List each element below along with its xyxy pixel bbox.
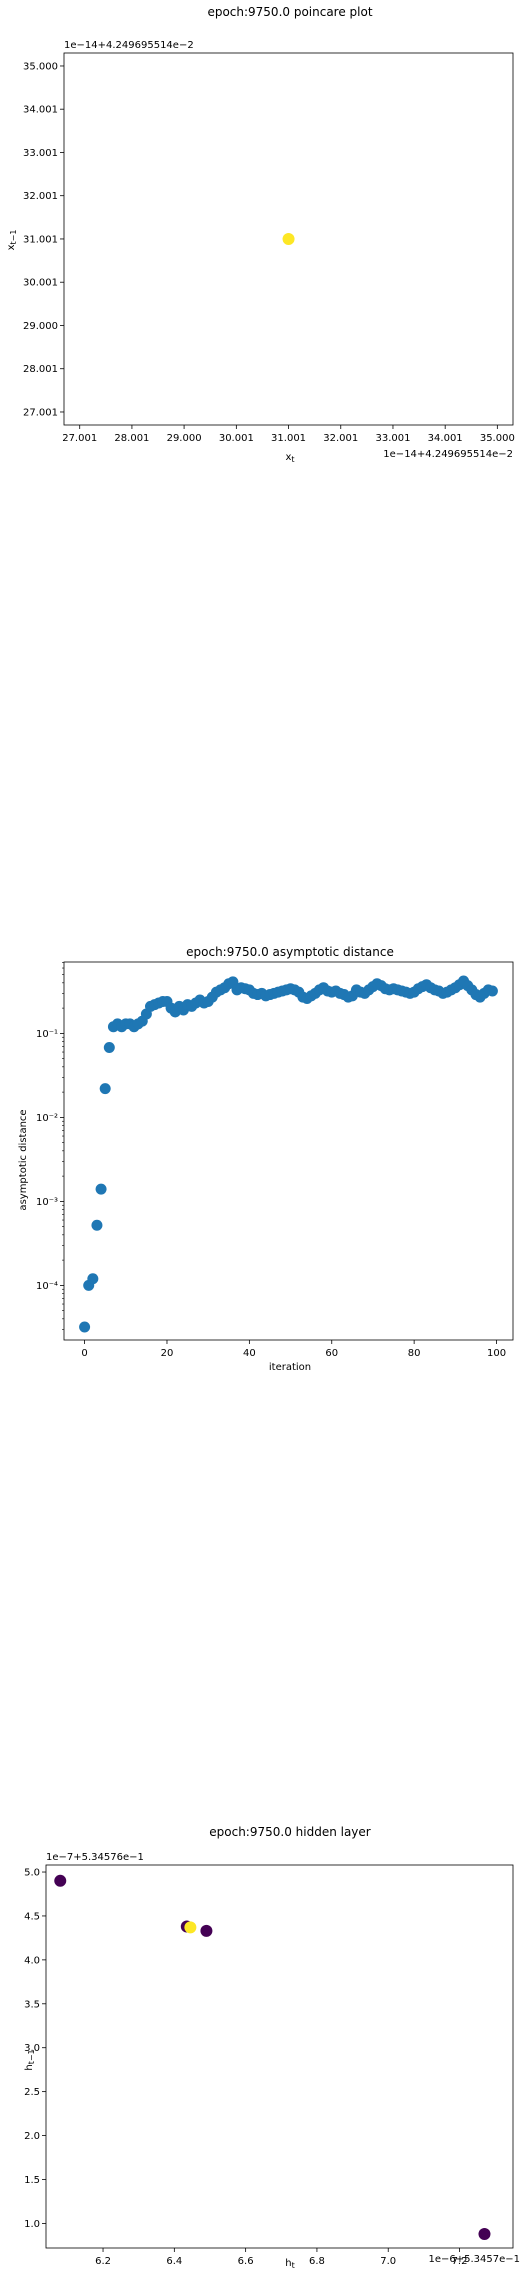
data-point [486, 985, 498, 997]
x-tick-label: 30.001 [219, 433, 254, 444]
x-tick-label: 27.001 [62, 433, 97, 444]
y-axis-label: asymptotic distance [18, 1109, 29, 1210]
x-tick-label: 34.001 [428, 433, 463, 444]
y-tick-label: 35.000 [23, 61, 58, 72]
y-tick-label: 29.000 [23, 321, 58, 332]
y-tick-label: 1.0 [24, 2219, 40, 2230]
hidden-layer-figure: epoch:9750.0 hidden layer 1e−7+5.34576e−… [0, 1520, 522, 2270]
y-axis-label: ht−1 [24, 2049, 36, 2070]
plot-frame [45, 1864, 514, 2249]
x-tick-label: 28.001 [114, 433, 149, 444]
x-tick-label: 20 [161, 1348, 174, 1359]
y-tick-label: 10⁻¹ [36, 1029, 58, 1040]
x-tick-label: 60 [325, 1348, 338, 1359]
y-tick-label: 10⁻² [36, 1113, 58, 1124]
x-tick-label: 100 [487, 1348, 506, 1359]
y-offset-label: 1e−7+5.34576e−1 [46, 1852, 144, 1863]
y-tick-label: 10⁻⁴ [36, 1281, 58, 1292]
chart-title: epoch:9750.0 poincare plot [207, 5, 372, 19]
poincare-figure: epoch:9750.0 poincare plot 1e−14+4.24969… [0, 0, 522, 760]
x-tick-label: 0 [81, 1348, 87, 1359]
x-tick-label: 7.0 [380, 2256, 396, 2267]
data-point [91, 1219, 103, 1231]
x-axis-label: iteration [269, 1362, 311, 1373]
y-tick-label: 3.5 [24, 1999, 40, 2010]
hidden-layer-chart: epoch:9750.0 hidden layer 1e−7+5.34576e−… [24, 1825, 520, 2270]
x-tick-label: 33.001 [375, 433, 410, 444]
y-axis-label: xt−1 [6, 230, 18, 251]
y-tick-label: 2.0 [24, 2131, 40, 2142]
x-tick-label: 32.001 [323, 433, 358, 444]
data-point [103, 1041, 115, 1053]
y-tick-label: 34.001 [23, 105, 58, 116]
x-tick-label: 6.8 [309, 2256, 325, 2267]
data-point [79, 1321, 91, 1333]
x-tick-label: 6.4 [166, 2256, 182, 2267]
x-tick-label: 40 [243, 1348, 256, 1359]
asymptotic-figure: epoch:9750.0 asymptotic distance iterati… [0, 760, 522, 1520]
data-point [54, 1874, 67, 1887]
y-tick-label: 31.001 [23, 234, 58, 245]
y-offset-label: 1e−14+4.249695514e−2 [64, 40, 194, 51]
x-tick-label: 7.2 [452, 2256, 468, 2267]
y-tick-label: 32.001 [23, 191, 58, 202]
y-tick-label: 4.0 [24, 1955, 40, 1966]
data-point [282, 232, 295, 245]
y-tick-label: 10⁻³ [36, 1197, 58, 1208]
data-point [184, 1921, 197, 1934]
asymptotic-distance-chart: epoch:9750.0 asymptotic distance iterati… [18, 945, 514, 1373]
x-offset-label: 1e−6+5.3457e−1 [428, 2254, 520, 2265]
chart-title: epoch:9750.0 hidden layer [209, 1825, 371, 1839]
x-axis-label: ht [285, 2258, 294, 2269]
y-tick-label: 28.001 [23, 364, 58, 375]
data-point [99, 1083, 111, 1095]
y-tick-label: 2.5 [24, 2087, 40, 2098]
x-tick-label: 80 [408, 1348, 421, 1359]
x-tick-label: 35.000 [480, 433, 515, 444]
data-point [87, 1273, 99, 1285]
x-offset-label: 1e−14+4.249695514e−2 [383, 449, 513, 460]
y-tick-label: 30.001 [23, 278, 58, 289]
y-tick-label: 5.0 [24, 1868, 40, 1879]
data-point [200, 1924, 213, 1937]
x-axis-label: xt [285, 452, 294, 464]
poincare-plot-chart: epoch:9750.0 poincare plot 1e−14+4.24969… [6, 5, 515, 464]
data-point [478, 2227, 491, 2240]
y-tick-label: 3.0 [24, 2043, 40, 2054]
y-tick-label: 33.001 [23, 148, 58, 159]
y-tick-label: 1.5 [24, 2175, 40, 2186]
data-point [95, 1183, 107, 1195]
chart-title: epoch:9750.0 asymptotic distance [186, 945, 394, 959]
x-tick-label: 31.001 [271, 433, 306, 444]
x-tick-label: 6.2 [95, 2256, 111, 2267]
y-tick-label: 27.001 [23, 407, 58, 418]
y-tick-label: 4.5 [24, 1911, 40, 1922]
x-tick-label: 29.000 [167, 433, 202, 444]
x-tick-label: 6.6 [238, 2256, 254, 2267]
